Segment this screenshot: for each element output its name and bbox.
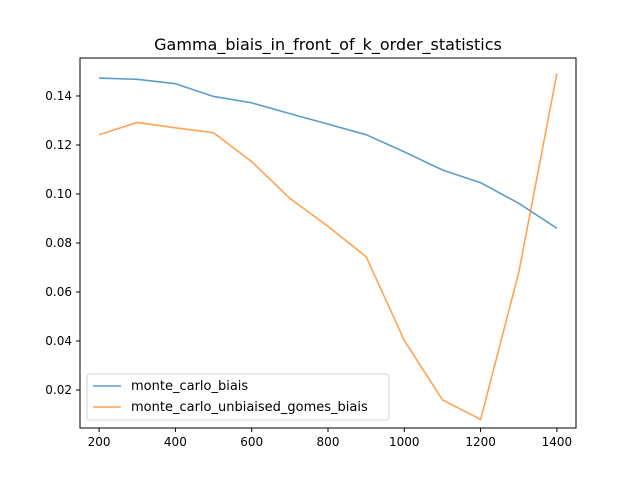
legend-label: monte_carlo_biais: [131, 379, 248, 394]
chart-title: Gamma_biais_in_front_of_k_order_statisti…: [154, 35, 502, 55]
legend-box: [86, 373, 390, 421]
y-tick-label: 0.04: [45, 334, 72, 348]
plot-area: [79, 57, 577, 429]
y-tick-label: 0.10: [45, 187, 72, 201]
y-tick-label: 0.08: [45, 236, 72, 250]
y-tick-label: 0.02: [45, 383, 72, 397]
x-tick-label: 200: [88, 435, 111, 449]
x-tick-label: 1400: [542, 435, 573, 449]
legend-label: monte_carlo_unbiaised_gomes_biais: [131, 400, 368, 415]
series-layer: [98, 73, 558, 421]
x-tick-label: 400: [164, 435, 187, 449]
series-line-2: [98, 73, 558, 421]
x-axis: 200 400 600 800 1000 1200 1400: [88, 428, 573, 449]
x-tick-label: 1000: [389, 435, 420, 449]
series-line-1: [99, 77, 558, 229]
y-tick-label: 0.14: [45, 89, 72, 103]
y-tick-label: 0.12: [45, 138, 72, 152]
x-tick-label: 800: [317, 435, 340, 449]
y-axis: 0.02 0.04 0.06 0.08 0.10 0.12 0.14: [45, 89, 80, 397]
y-tick-label: 0.06: [45, 285, 72, 299]
legend: monte_carlo_biais monte_carlo_unbiaised_g…: [86, 373, 390, 421]
x-tick-label: 600: [240, 435, 263, 449]
x-tick-label: 1200: [465, 435, 496, 449]
